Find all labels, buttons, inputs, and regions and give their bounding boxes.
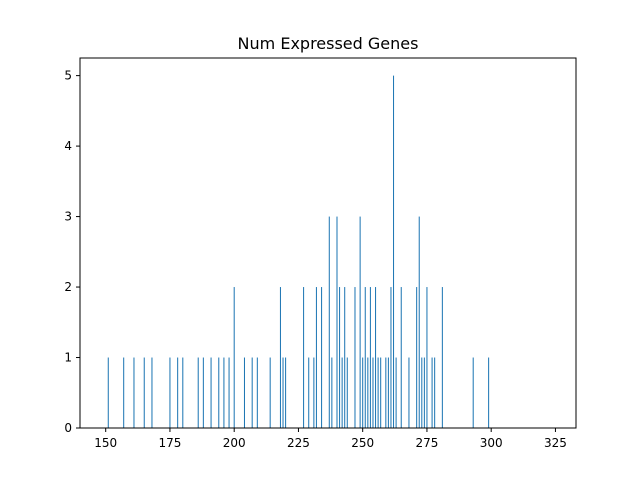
bar [303, 287, 305, 428]
bar [400, 287, 402, 428]
chart-title: Num Expressed Genes [238, 34, 419, 53]
bar [321, 287, 323, 428]
bar [197, 357, 199, 428]
bar [418, 216, 420, 428]
bar [228, 357, 230, 428]
bar [367, 357, 369, 428]
bar [431, 357, 433, 428]
plot-frame [79, 57, 577, 429]
bar [416, 287, 418, 428]
bar [315, 287, 317, 428]
bar [151, 357, 153, 428]
bar [202, 357, 204, 428]
bar [364, 287, 366, 428]
y-tick-label: 5 [64, 69, 72, 83]
y-tick-label: 2 [64, 280, 72, 294]
bar [107, 357, 109, 428]
x-tick-label: 175 [158, 436, 181, 450]
bar [377, 357, 379, 428]
x-tick-label: 325 [544, 436, 567, 450]
bar [372, 357, 374, 428]
y-tick-label: 0 [64, 421, 72, 435]
bar [223, 357, 225, 428]
x-tick-label: 275 [415, 436, 438, 450]
bar [182, 357, 184, 428]
bar [362, 357, 364, 428]
bar [233, 287, 235, 428]
bar [308, 357, 310, 428]
bar [341, 357, 343, 428]
x-tick-label: 225 [287, 436, 310, 450]
bar [380, 357, 382, 428]
bar [143, 357, 145, 428]
bar [434, 357, 436, 428]
bar [313, 357, 315, 428]
bar [251, 357, 253, 428]
x-tick-label: 300 [480, 436, 503, 450]
x-axis: 150 175 200 225 250 275 300 325 [94, 428, 567, 450]
bar [354, 287, 356, 428]
bar [285, 357, 287, 428]
x-tick-label: 150 [94, 436, 117, 450]
bar [210, 357, 212, 428]
bar [282, 357, 284, 428]
bar [426, 287, 428, 428]
y-axis: 0 1 2 3 4 5 [64, 69, 80, 435]
bar [395, 357, 397, 428]
bar [423, 357, 425, 428]
bar [421, 357, 423, 428]
bar [218, 357, 220, 428]
bar [472, 357, 474, 428]
bar [344, 287, 346, 428]
bar [369, 287, 371, 428]
y-tick-label: 3 [64, 210, 72, 224]
bar [339, 287, 341, 428]
x-tick-label: 200 [223, 436, 246, 450]
bar [256, 357, 258, 428]
bar [408, 357, 410, 428]
bar [123, 357, 125, 428]
bar [169, 357, 171, 428]
bar [385, 357, 387, 428]
bar [488, 357, 490, 428]
bar [331, 357, 333, 428]
bar [133, 357, 135, 428]
bar [279, 287, 281, 428]
bar [177, 357, 179, 428]
bar [441, 287, 443, 428]
bars-group [107, 75, 490, 428]
y-tick-label: 4 [64, 139, 72, 153]
bar [269, 357, 271, 428]
bar [243, 357, 245, 428]
bar [346, 357, 348, 428]
bar [375, 287, 377, 428]
bar [393, 75, 395, 428]
bar [336, 216, 338, 428]
bar [390, 287, 392, 428]
bar [387, 357, 389, 428]
bar [328, 216, 330, 428]
x-tick-label: 250 [351, 436, 374, 450]
y-tick-label: 1 [64, 351, 72, 365]
bar [359, 216, 361, 428]
